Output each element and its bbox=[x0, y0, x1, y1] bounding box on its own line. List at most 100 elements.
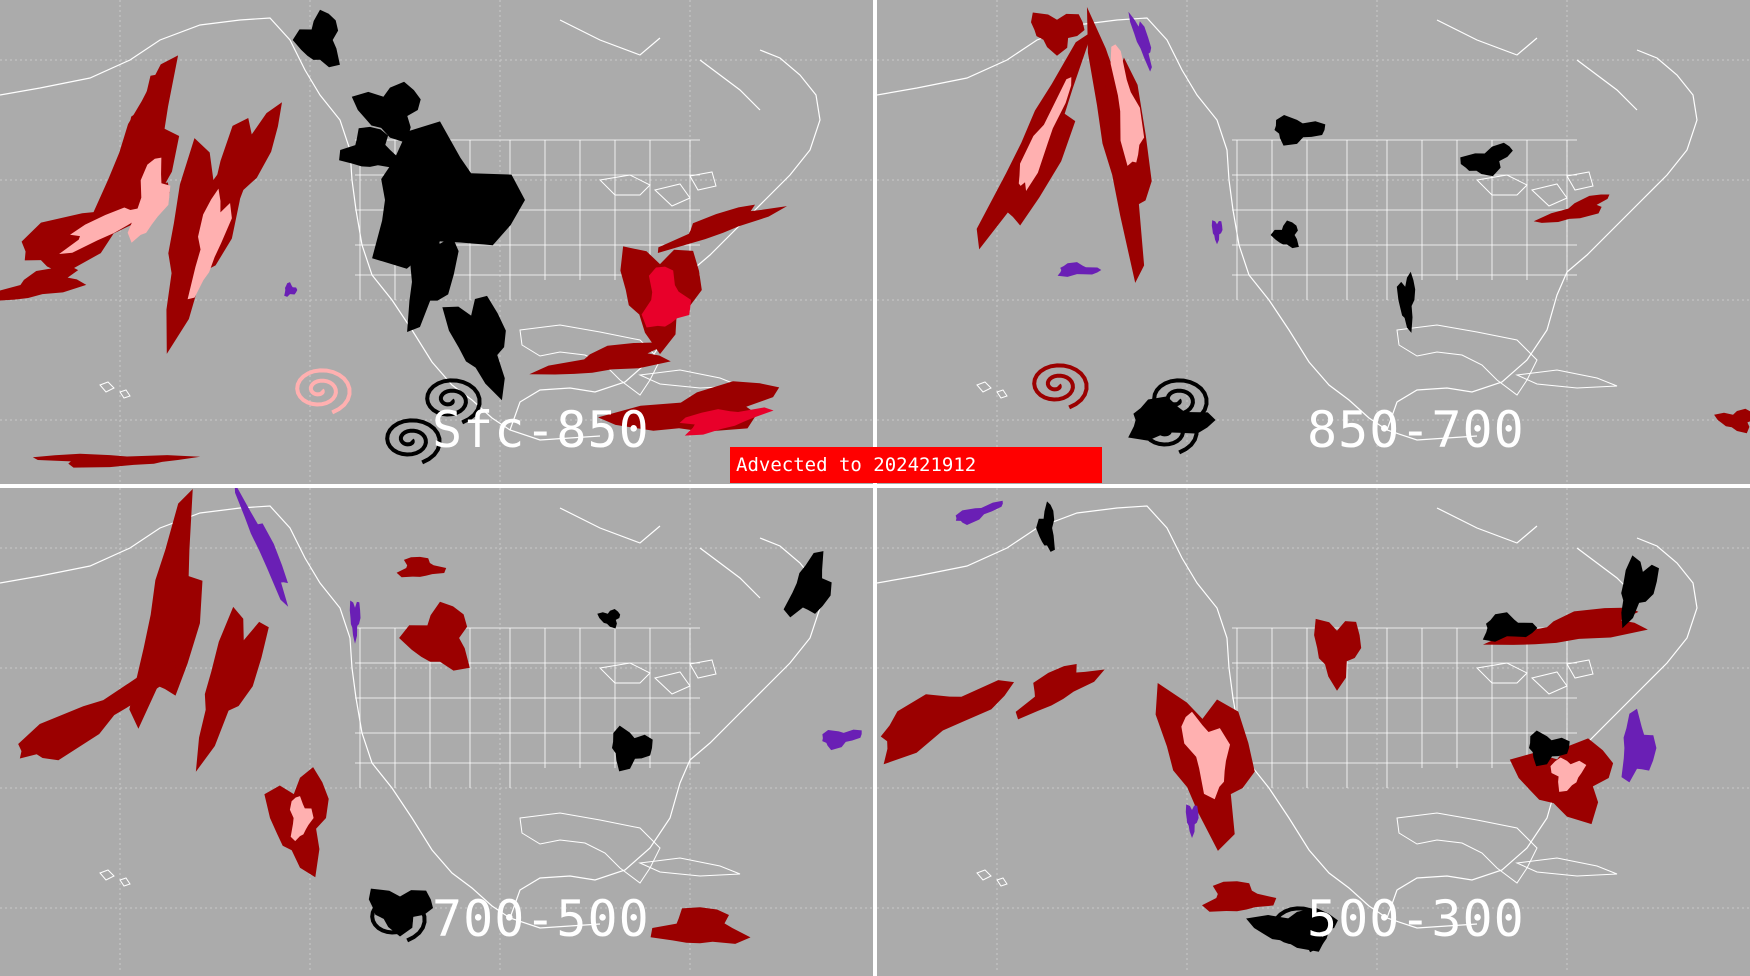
great-lakes bbox=[598, 659, 717, 695]
high-moist-area bbox=[1018, 77, 1072, 191]
moist-area bbox=[657, 204, 787, 254]
high-moist-area bbox=[289, 796, 314, 842]
panel-850-700: 850-700 bbox=[877, 0, 1750, 484]
moist-area bbox=[1101, 46, 1139, 205]
coastline bbox=[877, 17, 1698, 441]
dry-anomaly bbox=[955, 500, 1003, 525]
gulf-coast bbox=[1396, 324, 1538, 396]
dry-area bbox=[1128, 396, 1216, 441]
dry-area bbox=[339, 126, 402, 168]
cyclone-swirl bbox=[295, 368, 352, 415]
map-sfc-850 bbox=[0, 0, 873, 484]
hawaii-outline bbox=[99, 869, 131, 887]
dry-anomaly bbox=[284, 282, 298, 297]
dry-anomaly bbox=[1057, 262, 1102, 277]
cyclone-swirl bbox=[385, 418, 442, 465]
moist-area bbox=[1015, 664, 1105, 720]
dry-area bbox=[1460, 142, 1513, 177]
coastline bbox=[0, 17, 821, 441]
gulf-coast bbox=[1396, 812, 1538, 884]
panel-sfc-850: Sfc-850 bbox=[0, 0, 873, 484]
moist-area bbox=[880, 680, 1015, 765]
moist-area bbox=[1314, 618, 1362, 691]
high-moist-area bbox=[187, 188, 232, 300]
moist-area bbox=[18, 660, 176, 761]
moist-area bbox=[1533, 194, 1610, 223]
layer-label: 700-500 bbox=[432, 890, 650, 948]
cyclone-swirl bbox=[370, 896, 427, 943]
cyclone-swirl bbox=[1032, 363, 1089, 410]
high-moist-area bbox=[1110, 44, 1145, 166]
cuba-outline bbox=[638, 857, 741, 877]
cuba-outline bbox=[1515, 369, 1618, 389]
great-lakes bbox=[1475, 659, 1594, 695]
cyclone-swirl bbox=[1142, 408, 1199, 455]
hawaii-outline bbox=[976, 869, 1008, 887]
very-moist-area bbox=[679, 407, 774, 436]
very-moist-area bbox=[641, 266, 692, 328]
map-850-700 bbox=[877, 0, 1750, 484]
coastline bbox=[0, 505, 821, 929]
dry-area bbox=[442, 295, 506, 401]
dry-anomaly bbox=[1211, 220, 1223, 245]
dry-area bbox=[351, 81, 421, 143]
layer-label: 500-300 bbox=[1307, 890, 1525, 948]
dry-area bbox=[372, 121, 525, 269]
coastline bbox=[877, 505, 1698, 929]
moist-area bbox=[195, 606, 269, 772]
state-borders bbox=[1232, 139, 1577, 300]
moist-area bbox=[650, 907, 751, 944]
state-borders bbox=[355, 627, 700, 788]
dry-area bbox=[1270, 220, 1299, 249]
cyclone-swirl bbox=[1272, 906, 1329, 953]
moist-area bbox=[129, 488, 203, 729]
moist-area bbox=[126, 74, 167, 158]
dry-area bbox=[292, 9, 340, 68]
panel-700-500: 700-500 bbox=[0, 488, 873, 976]
dry-anomaly bbox=[1185, 804, 1199, 838]
state-borders bbox=[1232, 627, 1577, 788]
gulf-coast bbox=[519, 812, 661, 884]
moist-area bbox=[399, 601, 470, 671]
moist-area bbox=[396, 556, 447, 578]
dry-anomaly bbox=[822, 729, 862, 751]
layer-label: 850-700 bbox=[1307, 401, 1525, 459]
dry-area bbox=[1036, 501, 1055, 552]
high-moist-area bbox=[1181, 711, 1231, 800]
cuba-outline bbox=[1515, 857, 1618, 877]
advection-time-banner: Advected to 202421912 bbox=[730, 447, 1102, 483]
moist-area bbox=[0, 266, 87, 301]
layer-label: Sfc-850 bbox=[432, 401, 650, 459]
dry-area bbox=[1482, 612, 1538, 642]
moist-area bbox=[1714, 408, 1750, 434]
high-moist-area bbox=[127, 157, 171, 243]
moist-area bbox=[1202, 881, 1277, 912]
dry-area bbox=[783, 551, 832, 618]
dry-area bbox=[407, 206, 459, 332]
dry-area bbox=[1621, 555, 1659, 629]
dry-anomaly bbox=[349, 600, 361, 644]
map-500-300 bbox=[877, 488, 1750, 972]
panel-500-300: 500-300 bbox=[877, 488, 1750, 976]
gulf-coast bbox=[519, 324, 661, 396]
dry-area bbox=[612, 725, 653, 772]
cyclone-swirl bbox=[425, 378, 482, 425]
dry-anomaly bbox=[234, 488, 289, 607]
moist-area bbox=[529, 342, 671, 375]
great-lakes bbox=[598, 171, 717, 207]
map-700-500 bbox=[0, 488, 873, 972]
moist-area bbox=[32, 453, 201, 468]
dry-anomaly bbox=[1621, 708, 1657, 783]
moist-area bbox=[1031, 12, 1085, 56]
high-moist-area bbox=[1550, 757, 1587, 792]
hawaii-outline bbox=[976, 381, 1008, 399]
great-lakes bbox=[1475, 171, 1594, 207]
dry-area bbox=[597, 609, 621, 629]
hawaii-outline bbox=[99, 381, 131, 399]
cyclone-swirl bbox=[1152, 378, 1209, 425]
dry-area bbox=[1529, 730, 1570, 767]
dry-area bbox=[1274, 115, 1326, 146]
dry-anomaly bbox=[1128, 11, 1152, 72]
dry-area bbox=[1396, 271, 1416, 333]
